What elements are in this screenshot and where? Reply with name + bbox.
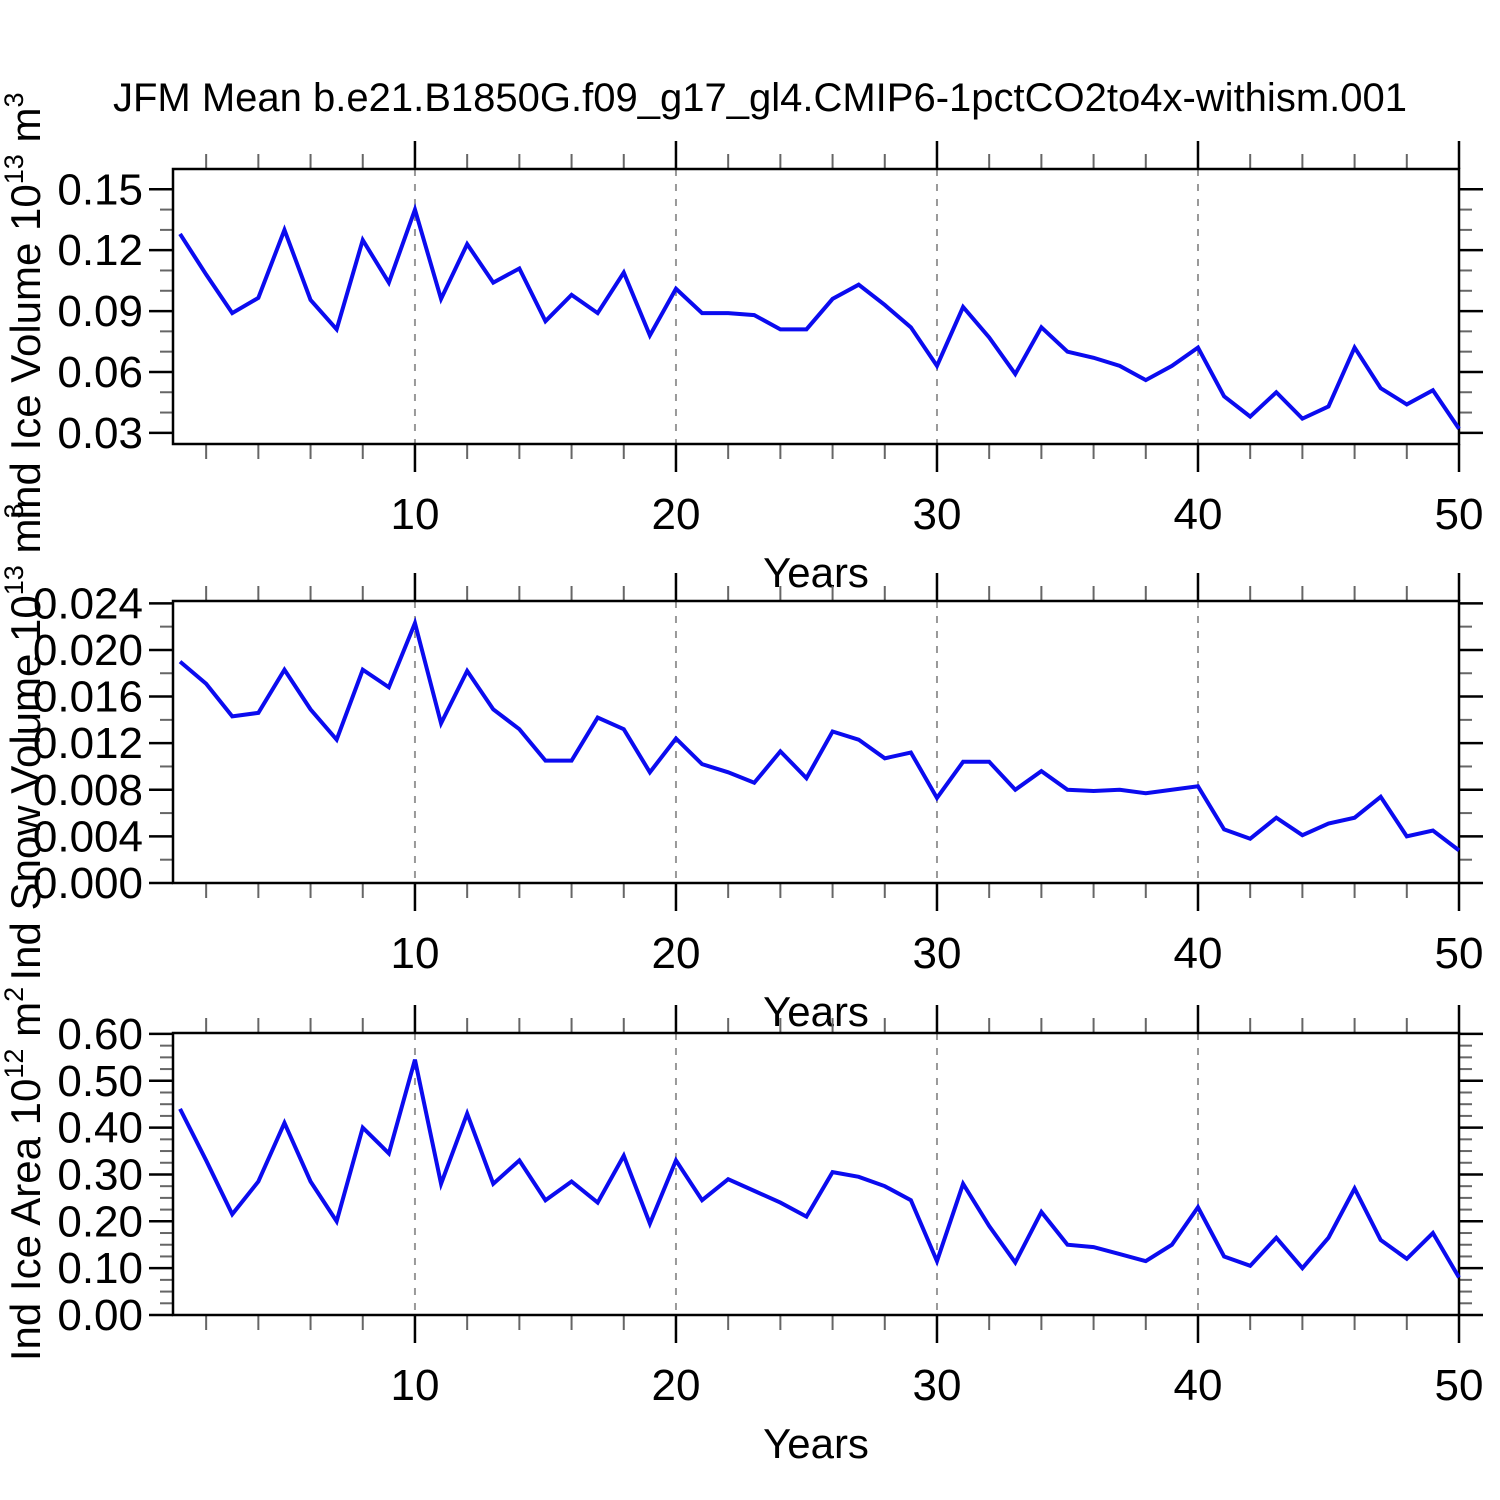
- panel-2-yaxis-title: Ind Snow Volume 1013 m3: [0, 504, 49, 981]
- panel-1-ytick-label: 0.15: [57, 165, 143, 214]
- panel-3-xtick-label: 50: [1435, 1361, 1484, 1410]
- panel-2-ytick-label: 0.004: [33, 812, 143, 861]
- panel-1-frame: [171, 167, 1461, 446]
- panel-2-xaxis-title: Years: [763, 988, 869, 1035]
- panel-1-xtick-label: 20: [651, 490, 700, 539]
- panel-3-ytick-label: 0.20: [57, 1197, 143, 1246]
- panel-2-xtick-label: 30: [913, 929, 962, 978]
- panel-2-ytick-label: 0.020: [33, 626, 143, 675]
- panel-3-ytick-label: 0.50: [57, 1057, 143, 1106]
- panel-3-data-line: [178, 1059, 1461, 1279]
- panel-3-ytick-label: 0.10: [57, 1244, 143, 1293]
- panel-2-ytick-label: 0.024: [33, 579, 143, 628]
- panel-1-xtick-label: 40: [1174, 490, 1223, 539]
- panel-1-yaxis-title: Ind Ice Volume 1013 m3: [0, 93, 49, 521]
- panel-3-ytick-label: 0.40: [57, 1104, 143, 1153]
- panel-2-xtick-label: 10: [390, 929, 439, 978]
- panel-2-xtick-label: 40: [1174, 929, 1223, 978]
- panel-1-xtick-label: 30: [913, 490, 962, 539]
- panel-1-ytick-label: 0.06: [57, 348, 143, 397]
- panel-2-ytick-label: 0.008: [33, 766, 143, 815]
- panel-3-ytick-label: 0.60: [57, 1010, 143, 1059]
- panel-1-xtick-label: 10: [390, 490, 439, 539]
- panel-2-xtick-label: 20: [651, 929, 700, 978]
- panel-2-frame: [171, 599, 1461, 885]
- panel-3-xaxis-title: Years: [763, 1420, 869, 1467]
- panel-3-xtick-label: 30: [913, 1361, 962, 1410]
- panel-1-xtick-label: 50: [1435, 490, 1484, 539]
- panel-3-xtick-label: 20: [651, 1361, 700, 1410]
- panel-2-xtick-label: 50: [1435, 929, 1484, 978]
- panel-1-data-line: [178, 203, 1461, 430]
- panel-3-ytick-label: 0.30: [57, 1150, 143, 1199]
- panel-1-xaxis-title: Years: [763, 549, 869, 596]
- panel-1-ytick-label: 0.09: [57, 287, 143, 336]
- panel-2-ytick-label: 0.016: [33, 673, 143, 722]
- panel-1-ytick-label: 0.12: [57, 226, 143, 275]
- figure-title: JFM Mean b.e21.B1850G.f09_g17_gl4.CMIP6-…: [112, 76, 1407, 120]
- panel-3-xtick-label: 10: [390, 1361, 439, 1410]
- panel-3-xtick-label: 40: [1174, 1361, 1223, 1410]
- panel-2-ytick-label: 0.000: [33, 859, 143, 908]
- panel-1-ytick-label: 0.03: [57, 409, 143, 458]
- panel-2-data-line: [178, 616, 1461, 852]
- panel-3-frame: [171, 1031, 1461, 1317]
- panel-3-ytick-label: 0.00: [57, 1291, 143, 1340]
- panel-3-yaxis-title: Ind Ice Area 1012 m2: [0, 987, 49, 1361]
- panel-2-ytick-label: 0.012: [33, 719, 143, 768]
